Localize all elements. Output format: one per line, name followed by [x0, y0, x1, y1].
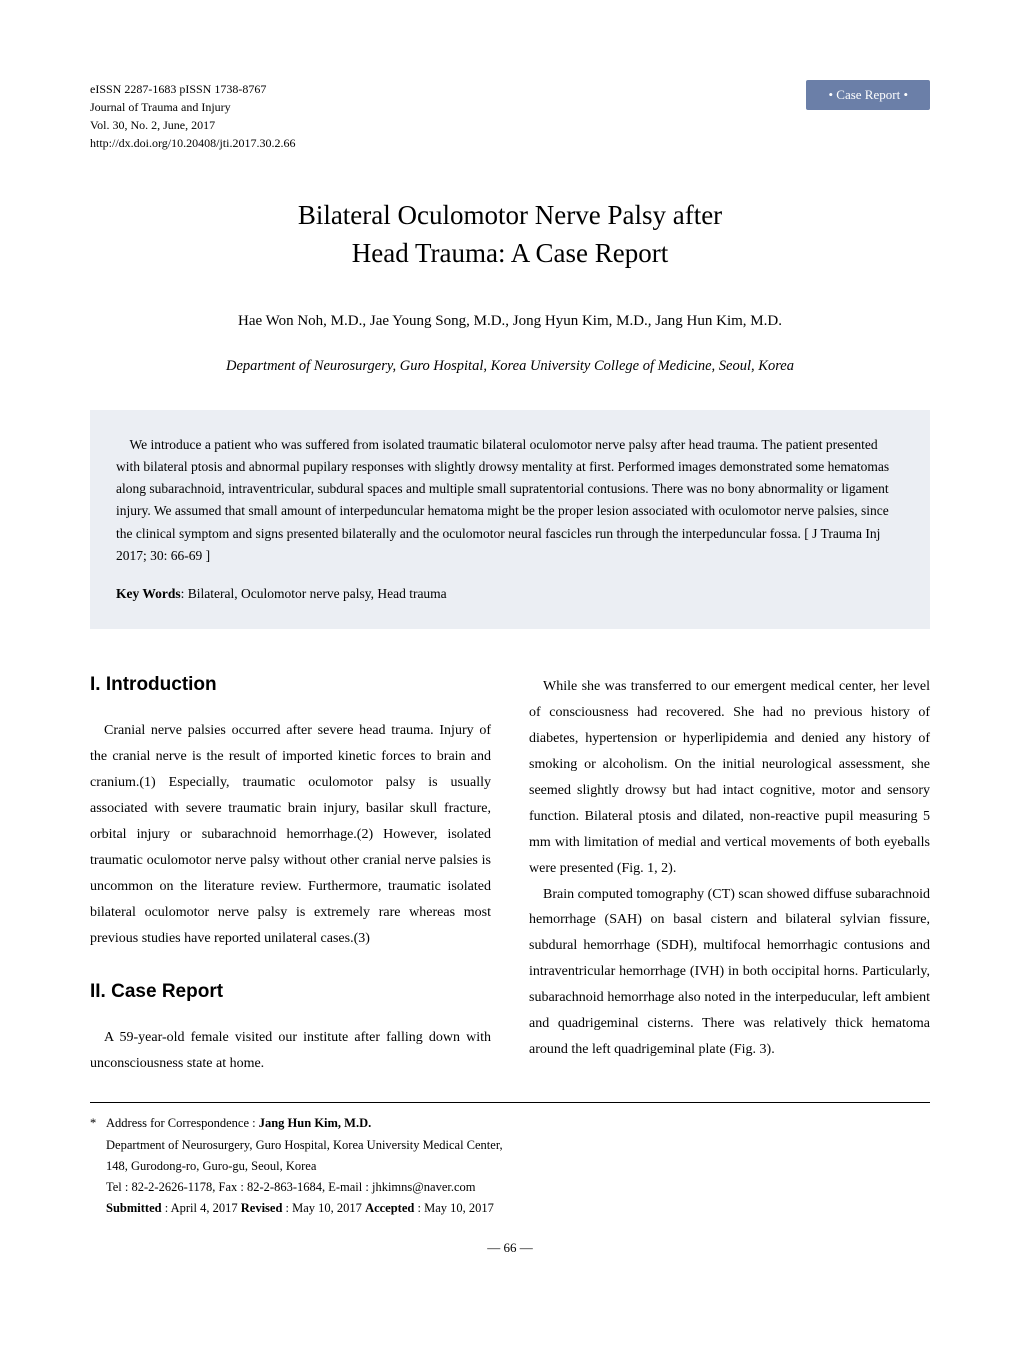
page-number: — 66 — [90, 1240, 930, 1256]
journal-doi: http://dx.doi.org/10.20408/jti.2017.30.2… [90, 134, 295, 152]
journal-vol: Vol. 30, No. 2, June, 2017 [90, 116, 295, 134]
keywords-text: : Bilateral, Oculomotor nerve palsy, Hea… [181, 586, 447, 601]
asterisk-icon: * [90, 1113, 106, 1134]
revised-date: : May 10, 2017 [282, 1201, 365, 1215]
intro-heading: I. Introduction [90, 674, 491, 696]
right-paragraph-1: While she was transferred to our emergen… [529, 674, 930, 881]
header-row: eISSN 2287-1683 pISSN 1738-8767 Journal … [90, 80, 930, 152]
keywords-row: Key Words: Bilateral, Oculomotor nerve p… [116, 583, 904, 605]
right-paragraph-2: Brain computed tomography (CT) scan show… [529, 882, 930, 1063]
corr-dept: Department of Neurosurgery, Guro Hospita… [106, 1135, 930, 1156]
revised-label: Revised [241, 1201, 283, 1215]
authors: Hae Won Noh, M.D., Jae Young Song, M.D.,… [90, 313, 930, 330]
case-heading: II. Case Report [90, 981, 491, 1003]
body-columns: I. Introduction Cranial nerve palsies oc… [90, 674, 930, 1077]
correspondence-block: *Address for Correspondence : Jang Hun K… [90, 1113, 930, 1219]
left-column: I. Introduction Cranial nerve palsies oc… [90, 674, 491, 1077]
corr-label: Address for Correspondence : [106, 1116, 259, 1130]
case-paragraph-1: A 59-year-old female visited our institu… [90, 1025, 491, 1077]
abstract-text: We introduce a patient who was suffered … [116, 434, 904, 568]
submitted-label: Submitted [106, 1201, 162, 1215]
title-line-2: Head Trauma: A Case Report [352, 238, 668, 268]
issn: eISSN 2287-1683 pISSN 1738-8767 [90, 80, 295, 98]
corr-addr: 148, Gurodong-ro, Guro-gu, Seoul, Korea [106, 1156, 930, 1177]
keywords-label: Key Words [116, 586, 181, 601]
corr-dates: Submitted : April 4, 2017 Revised : May … [106, 1198, 930, 1219]
right-column: While she was transferred to our emergen… [529, 674, 930, 1077]
submitted-date: : April 4, 2017 [162, 1201, 241, 1215]
journal-info: eISSN 2287-1683 pISSN 1738-8767 Journal … [90, 80, 295, 152]
footer-rule [90, 1102, 930, 1103]
title-line-1: Bilateral Oculomotor Nerve Palsy after [298, 200, 722, 230]
article-title: Bilateral Oculomotor Nerve Palsy after H… [90, 197, 930, 273]
corr-line-1: *Address for Correspondence : Jang Hun K… [106, 1113, 930, 1134]
journal-name: Journal of Trauma and Injury [90, 98, 295, 116]
accepted-date: : May 10, 2017 [414, 1201, 494, 1215]
abstract-box: We introduce a patient who was suffered … [90, 410, 930, 630]
intro-paragraph: Cranial nerve palsies occurred after sev… [90, 718, 491, 951]
corr-contact: Tel : 82-2-2626-1178, Fax : 82-2-863-168… [106, 1177, 930, 1198]
department: Department of Neurosurgery, Guro Hospita… [90, 358, 930, 375]
article-type-badge: • Case Report • [806, 80, 930, 110]
corr-name: Jang Hun Kim, M.D. [259, 1116, 372, 1130]
accepted-label: Accepted [365, 1201, 414, 1215]
